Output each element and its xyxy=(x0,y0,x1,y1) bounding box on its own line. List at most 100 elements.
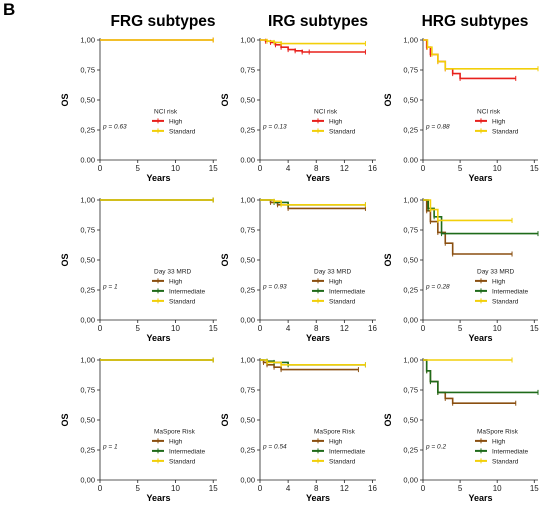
x-tick-label: 10 xyxy=(493,164,502,173)
y-tick-label: 0,00 xyxy=(80,316,95,325)
km-panel-r2-c0: 0,00 0,25 0,50 0,75 1,00 0 5 10 15 Years OS MaSpore… xyxy=(60,356,218,504)
km-curve-intermediate xyxy=(423,359,538,394)
y-axis-title: OS xyxy=(383,413,393,426)
y-axis-title: OS xyxy=(60,413,70,426)
x-axis-title: Years xyxy=(146,493,170,503)
y-tick-label: 0,25 xyxy=(403,126,418,135)
legend-label-high: High xyxy=(169,278,183,285)
km-panel-r0-c0: 0.00 0,25 0,50 0,75 1,00 0 5 10 15 Years OS NCI ris… xyxy=(60,36,218,184)
x-tick-label: 0 xyxy=(98,324,103,333)
km-curve-standard xyxy=(260,39,366,45)
column-title-irg: IRG subtypes xyxy=(268,13,368,30)
y-tick-label: 0,00 xyxy=(240,476,255,485)
y-tick-label: 1,00 xyxy=(240,36,255,45)
km-panel-r0-c2: 0.00 0,25 0,50 0,75 1,00 0 5 10 15 Years OS NCI ris… xyxy=(383,36,539,184)
x-axis-title: Years xyxy=(468,333,492,343)
legend-title: MaSpore Risk xyxy=(154,428,196,435)
x-tick-label: 0 xyxy=(98,484,103,493)
x-tick-label: 0 xyxy=(421,164,426,173)
y-tick-label: 0,50 xyxy=(80,96,95,105)
x-axis-title: Years xyxy=(306,173,330,183)
y-axis-title: OS xyxy=(220,413,230,426)
x-tick-label: 5 xyxy=(136,484,141,493)
x-tick-label: 0 xyxy=(258,484,263,493)
y-tick-label: 1,00 xyxy=(240,356,255,365)
km-curve-standard xyxy=(423,199,513,222)
legend-label-intermediate: Intermediate xyxy=(329,288,366,295)
legend-label-standard: Standard xyxy=(329,128,356,135)
km-curve-standard xyxy=(260,359,366,366)
p-value-label: p = 1 xyxy=(102,283,118,290)
x-axis-title: Years xyxy=(468,173,492,183)
y-axis-title: OS xyxy=(60,93,70,106)
y-tick-label: 0,50 xyxy=(80,256,95,265)
y-tick-label: 0,50 xyxy=(403,416,418,425)
x-tick-label: 0 xyxy=(421,484,426,493)
x-tick-label: 15 xyxy=(530,164,539,173)
y-tick-label: 0,25 xyxy=(403,446,418,455)
km-panel-r2-c1: 0,00 0,25 0,50 0,75 1,00 0 4 8 12 16 Years OS MaSpor… xyxy=(220,356,377,504)
x-tick-label: 10 xyxy=(171,484,180,493)
y-tick-label: 0,50 xyxy=(403,256,418,265)
km-curve-standard xyxy=(260,199,366,206)
y-tick-label: 0,25 xyxy=(403,286,418,295)
y-tick-label: 0,75 xyxy=(80,66,95,75)
x-tick-label: 5 xyxy=(458,324,463,333)
legend-title: NCI risk xyxy=(154,108,178,115)
km-panel-r1-c2: 0,00 0,25 0,50 0,75 1,00 0 5 10 15 Years OS Day 33 … xyxy=(383,196,539,344)
p-value-label: p = 0.2 xyxy=(425,443,446,450)
x-tick-label: 10 xyxy=(493,484,502,493)
x-axis-title: Years xyxy=(146,173,170,183)
x-tick-label: 15 xyxy=(209,484,218,493)
legend-label-standard: Standard xyxy=(492,128,519,135)
x-tick-label: 15 xyxy=(209,324,218,333)
y-tick-label: 1,00 xyxy=(403,36,418,45)
x-tick-label: 12 xyxy=(340,324,349,333)
y-tick-label: 1,00 xyxy=(80,356,95,365)
y-tick-label: 0,00 xyxy=(403,316,418,325)
y-tick-label: 0,75 xyxy=(403,386,418,395)
y-tick-label: 0,25 xyxy=(80,286,95,295)
panel-label: B xyxy=(3,0,16,19)
legend-title: MaSpore Risk xyxy=(314,428,356,435)
p-value-label: p = 0.63 xyxy=(102,123,127,130)
km-panel-r0-c1: 0.00 0,25 0,50 0,75 1,00 0 4 8 12 16 Years OS NCI ri… xyxy=(220,36,377,184)
x-tick-label: 8 xyxy=(314,164,319,173)
y-tick-label: 0,50 xyxy=(80,416,95,425)
x-tick-label: 10 xyxy=(171,164,180,173)
y-tick-label: 0,75 xyxy=(80,386,95,395)
column-title-hrg: HRG subtypes xyxy=(421,13,529,30)
x-tick-label: 4 xyxy=(286,164,291,173)
km-curve-standard xyxy=(423,39,538,70)
y-tick-label: 1,00 xyxy=(403,196,418,205)
p-value-label: p = 0.54 xyxy=(262,443,287,450)
legend-label-standard: Standard xyxy=(169,128,196,135)
x-tick-label: 4 xyxy=(286,324,291,333)
km-curve-high xyxy=(423,39,516,80)
km-panel-r1-c1: 0,00 0,25 0,50 0,75 1,00 0 4 8 12 16 Years OS Day 33… xyxy=(220,196,377,344)
x-tick-label: 10 xyxy=(493,324,502,333)
y-tick-label: 0,50 xyxy=(240,256,255,265)
y-axis-title: OS xyxy=(60,253,70,266)
legend-label-intermediate: Intermediate xyxy=(492,448,529,455)
y-tick-label: 0,75 xyxy=(403,66,418,75)
x-axis-title: Years xyxy=(306,493,330,503)
y-tick-label: 0,25 xyxy=(80,446,95,455)
x-tick-label: 0 xyxy=(258,324,263,333)
legend-label-intermediate: Intermediate xyxy=(492,288,529,295)
y-axis-title: OS xyxy=(220,253,230,266)
x-tick-label: 16 xyxy=(368,164,377,173)
x-axis-title: Years xyxy=(306,333,330,343)
km-panel-r1-c0: 0,00 0,25 0,50 0,75 1,00 0 5 10 15 Years OS Day 33 … xyxy=(60,196,218,344)
km-curve-high xyxy=(423,199,513,255)
legend-label-standard: Standard xyxy=(169,298,196,305)
p-value-label: p = 0.93 xyxy=(262,283,287,290)
legend-label-high: High xyxy=(492,438,506,445)
y-tick-label: 0,00 xyxy=(240,316,255,325)
y-tick-label: 0,25 xyxy=(240,286,255,295)
y-tick-label: 0,00 xyxy=(80,476,95,485)
y-tick-label: 0,25 xyxy=(240,126,255,135)
legend-label-high: High xyxy=(169,118,183,125)
x-tick-label: 0 xyxy=(421,324,426,333)
x-tick-label: 0 xyxy=(98,164,103,173)
